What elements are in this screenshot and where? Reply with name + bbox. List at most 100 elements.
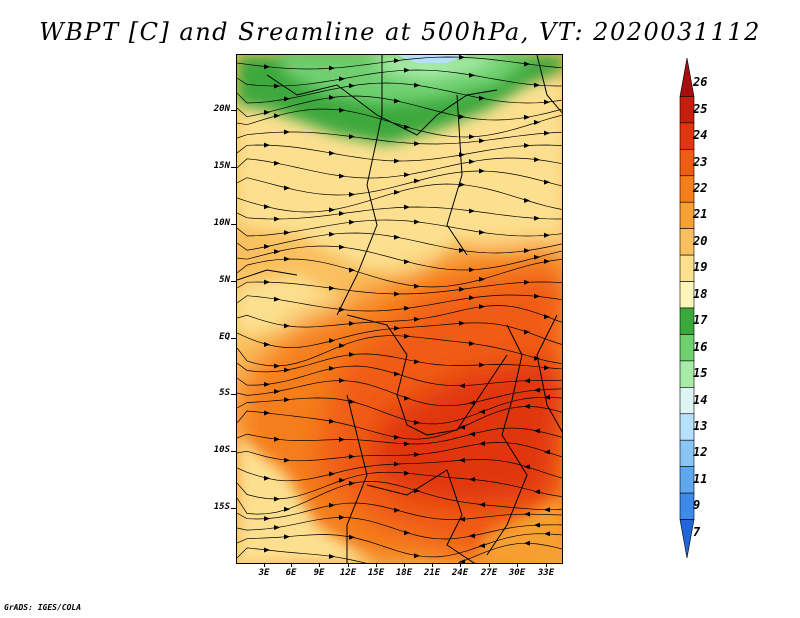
streamline-arrow xyxy=(274,113,280,119)
streamline xyxy=(237,471,562,500)
streamline-arrow xyxy=(459,516,465,522)
colorbar-swatch xyxy=(679,201,695,229)
streamline-arrow xyxy=(524,464,530,470)
streamline-arrow xyxy=(414,420,420,426)
streamline-arrow xyxy=(284,96,290,102)
streamline-arrow xyxy=(534,489,540,495)
streamline-arrow xyxy=(544,258,550,264)
streamline xyxy=(237,157,562,179)
streamline-arrow xyxy=(414,283,420,289)
streamline xyxy=(237,533,562,558)
streamline-arrow xyxy=(274,216,280,222)
streamline-arrow xyxy=(264,142,270,148)
lon-tick xyxy=(517,563,518,567)
streamline-arrow xyxy=(479,168,485,174)
streamline-arrow xyxy=(264,547,270,553)
coast-east xyxy=(536,314,562,433)
streamline-arrow xyxy=(394,98,400,104)
chart-title: WBPT [C] and Sreamline at 500hPa, VT: 20… xyxy=(39,18,761,46)
streamline-arrow xyxy=(459,457,465,463)
streamline-arrow xyxy=(349,534,355,540)
streamline-arrow xyxy=(274,83,280,89)
colorbar-label: 23 xyxy=(693,154,708,169)
colorbar-label: 7 xyxy=(693,524,701,539)
streamline-arrow xyxy=(414,141,420,147)
lon-tick xyxy=(376,563,377,567)
streamline-arrow xyxy=(414,359,420,365)
streamline xyxy=(237,170,562,196)
boundary-north xyxy=(266,74,498,136)
streamline-arrow xyxy=(274,389,280,394)
streamline-arrow xyxy=(469,476,475,482)
streamline-arrow xyxy=(404,470,410,476)
colorbar-label: 15 xyxy=(693,366,708,381)
streamline-arrow xyxy=(459,247,465,253)
streamline-arrow xyxy=(264,342,270,347)
streamline-arrow xyxy=(329,365,335,371)
streamline-arrow xyxy=(459,152,465,158)
lat-label: 10N xyxy=(213,218,230,228)
streamline-arrow xyxy=(264,64,270,70)
lon-tick xyxy=(348,563,349,567)
streamline-arrow xyxy=(544,365,550,371)
colorbar-swatch xyxy=(679,122,695,150)
lon-label: 9E xyxy=(313,568,325,578)
lat-tick xyxy=(231,224,236,225)
streamline xyxy=(237,183,562,213)
streamline-arrow xyxy=(274,525,280,530)
streamline xyxy=(237,281,562,295)
streamline-arrow xyxy=(479,138,485,144)
streamline xyxy=(237,305,562,328)
streamline-arrow xyxy=(459,320,465,326)
streamline-arrow xyxy=(469,295,475,301)
lat-tick xyxy=(231,338,236,339)
streamline-arrow xyxy=(404,530,410,536)
lon-tick xyxy=(264,563,265,567)
country-boundaries xyxy=(237,55,562,563)
streamline-arrow xyxy=(329,285,335,291)
streamline-arrow xyxy=(329,65,335,71)
streamline-arrow xyxy=(394,461,400,467)
lat-tick xyxy=(231,167,236,168)
colorbar-label: 12 xyxy=(693,445,708,460)
streamline-arrow xyxy=(349,454,355,460)
colorbar-label: 20 xyxy=(693,233,708,248)
streamline-arrow xyxy=(534,82,540,88)
colorbar-swatch xyxy=(679,360,695,388)
streamline-arrow xyxy=(329,418,335,424)
streamline-arrow xyxy=(339,211,345,216)
streamline-arrow xyxy=(284,129,290,135)
streamline-arrow xyxy=(479,95,485,101)
colorbar-swatch xyxy=(679,281,695,309)
contour-15 xyxy=(367,55,507,80)
streamline-arrow xyxy=(534,157,540,163)
streamline-arrow xyxy=(414,316,420,322)
streamline-arrow xyxy=(274,436,280,442)
streamline-arrow xyxy=(264,204,270,210)
streamlines xyxy=(237,56,562,563)
streamline-arrow xyxy=(544,394,550,400)
streamline-arrow xyxy=(274,496,280,502)
streamline-arrow xyxy=(459,286,465,292)
grads-credit: GrADS: IGES/COLA xyxy=(4,603,82,612)
colorbar-label: 24 xyxy=(693,128,708,143)
streamline-arrow xyxy=(404,441,410,447)
colorbar-label: 9 xyxy=(693,498,701,513)
streamline-arrow xyxy=(284,323,290,329)
streamline-arrow xyxy=(469,431,475,437)
streamline-arrow xyxy=(524,279,530,285)
streamline xyxy=(237,380,562,407)
lat-tick xyxy=(231,110,236,111)
lon-tick xyxy=(291,563,292,567)
streamline-arrow xyxy=(394,434,400,440)
boundary-lakes xyxy=(486,324,528,556)
streamline-arrow xyxy=(469,533,475,539)
streamline-arrow xyxy=(414,82,420,88)
streamline xyxy=(237,365,562,387)
streamline-arrow xyxy=(264,516,270,522)
streamline-arrow xyxy=(524,403,530,409)
streamline-arrow xyxy=(414,452,420,457)
streamline xyxy=(237,459,562,482)
streamline-arrow xyxy=(394,58,400,64)
streamline-arrow xyxy=(394,291,400,297)
